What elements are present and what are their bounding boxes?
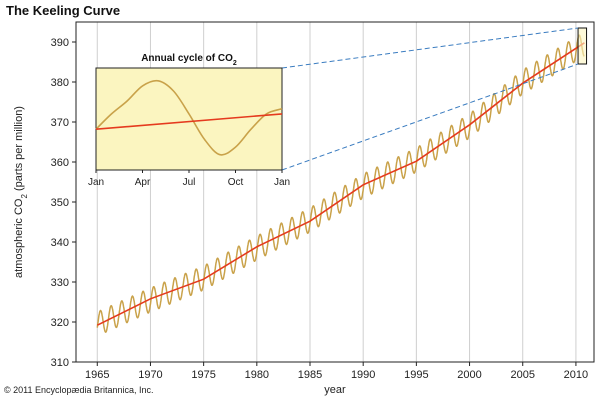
x-axis-ticks: 1965 1970 1975 1980 1985 1990 1995 2000 2005 2010 (85, 362, 588, 381)
trend-series-line (96, 42, 585, 326)
y-tick-label-380: 380 (51, 77, 69, 89)
x-tick-label-1975: 1975 (191, 369, 215, 381)
x-tick-label-1965: 1965 (85, 369, 109, 381)
x-tick-label-1970: 1970 (138, 369, 162, 381)
inset-tick-label-1: Apr (135, 177, 151, 188)
y-tick-label-390: 390 (51, 37, 69, 49)
inset-tick-label-4: Jan (274, 177, 290, 188)
x-axis-label: year (324, 384, 346, 396)
inset-tick-label-0: Jan (88, 177, 104, 188)
inset-title: Annual cycle of CO2 (141, 53, 237, 67)
y-tick-label-330: 330 (51, 277, 69, 289)
inset-x-ticks: Jan Apr Jul Oct Jan (88, 170, 290, 188)
x-tick-label-2010: 2010 (564, 369, 588, 381)
inset-tick-label-2: Jul (183, 177, 196, 188)
y-tick-label-370: 370 (51, 117, 69, 129)
y-tick-label-360: 360 (51, 157, 69, 169)
x-tick-label-1985: 1985 (298, 369, 322, 381)
inset-panel: Annual cycle of CO2 Jan Apr Jul Oct Jan (88, 53, 290, 188)
plot-frame (75, 21, 595, 363)
inset-background (95, 67, 283, 171)
y-tick-label-310: 310 (51, 357, 69, 369)
y-tick-label-340: 340 (51, 237, 69, 249)
inset-tick-label-3: Oct (228, 177, 244, 188)
zoom-highlight-box (577, 27, 588, 65)
y-tick-label-350: 350 (51, 197, 69, 209)
x-tick-label-1990: 1990 (351, 369, 375, 381)
y-axis-ticks: 310 320 330 340 350 360 370 380 390 (51, 37, 76, 369)
inset-trend-line (95, 113, 283, 130)
x-tick-label-1995: 1995 (404, 369, 428, 381)
connector-line-bottom (281, 63, 579, 171)
grid-lines (96, 22, 577, 362)
x-tick-label-2005: 2005 (510, 369, 534, 381)
inset-seasonal-line (95, 79, 283, 156)
copyright-notice: © 2011 Encyclopædia Britannica, Inc. (4, 385, 154, 395)
y-tick-label-320: 320 (51, 317, 69, 329)
connector-line-top (281, 27, 579, 69)
y-axis-label: atmospheric CO2 (parts per million) (13, 106, 29, 278)
chart-title: The Keeling Curve (6, 3, 121, 18)
x-tick-label-1980: 1980 (245, 369, 269, 381)
x-tick-label-2000: 2000 (457, 369, 481, 381)
